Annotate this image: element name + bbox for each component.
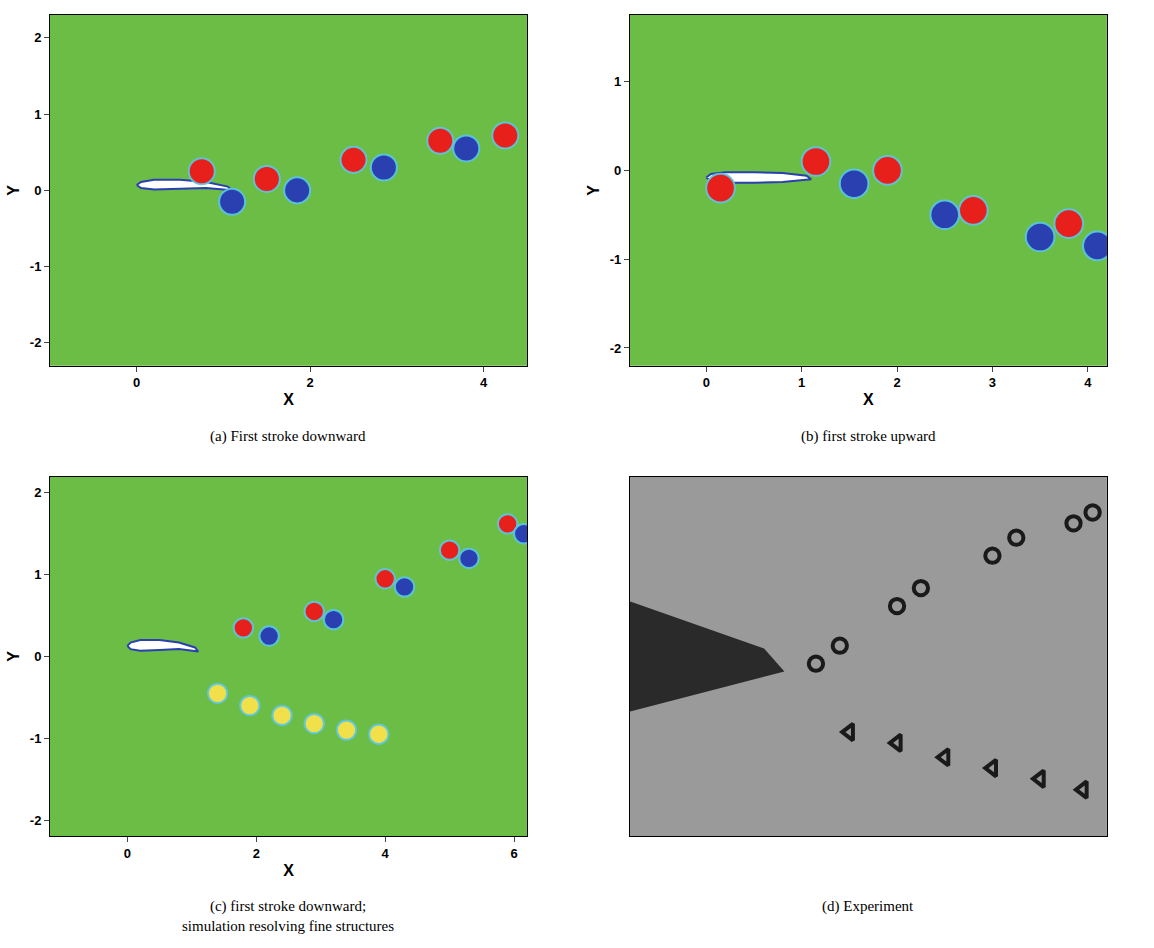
svg-text:Y: Y (5, 651, 22, 662)
svg-text:4: 4 (382, 846, 390, 861)
svg-text:2: 2 (34, 30, 41, 45)
svg-text:2: 2 (34, 485, 41, 500)
svg-text:(b) first stroke upward: (b) first stroke upward (801, 428, 936, 445)
svg-text:0: 0 (34, 183, 41, 198)
svg-text:X: X (283, 862, 294, 879)
svg-text:(c) first stroke downward;simu: (c) first stroke downward;simulation res… (182, 898, 394, 934)
svg-text:0: 0 (34, 649, 41, 664)
svg-text:0: 0 (703, 375, 710, 390)
svg-text:-2: -2 (610, 341, 622, 356)
svg-text:0: 0 (133, 375, 140, 390)
svg-text:1: 1 (34, 567, 41, 582)
svg-text:-2: -2 (30, 813, 42, 828)
svg-text:-2: -2 (30, 335, 42, 350)
svg-text:Y: Y (5, 185, 22, 196)
svg-text:-1: -1 (30, 259, 42, 274)
svg-text:X: X (863, 391, 874, 408)
svg-text:-1: -1 (610, 252, 622, 267)
svg-text:4: 4 (1084, 375, 1092, 390)
svg-text:2: 2 (307, 375, 314, 390)
svg-text:4: 4 (480, 375, 488, 390)
svg-text:2: 2 (893, 375, 900, 390)
svg-text:Y: Y (585, 185, 602, 196)
svg-text:0: 0 (614, 163, 621, 178)
svg-text:6: 6 (510, 846, 517, 861)
svg-text:1: 1 (34, 107, 41, 122)
svg-text:-1: -1 (30, 731, 42, 746)
svg-text:1: 1 (614, 74, 621, 89)
svg-text:(d) Experiment: (d) Experiment (822, 898, 914, 915)
svg-text:1: 1 (798, 375, 805, 390)
svg-text:2: 2 (253, 846, 260, 861)
svg-text:X: X (283, 391, 294, 408)
svg-text:3: 3 (989, 375, 996, 390)
svg-text:(a) First stroke downward: (a) First stroke downward (210, 428, 366, 445)
svg-text:0: 0 (124, 846, 131, 861)
